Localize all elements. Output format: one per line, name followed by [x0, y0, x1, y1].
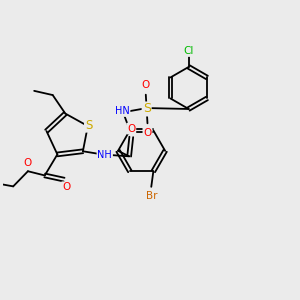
Text: S: S [85, 119, 92, 132]
Text: NH: NH [98, 150, 112, 160]
Text: O: O [62, 182, 70, 192]
Text: Br: Br [146, 191, 157, 201]
Text: S: S [142, 103, 151, 116]
Text: O: O [127, 124, 135, 134]
Text: O: O [23, 158, 31, 168]
Text: O: O [143, 128, 152, 137]
Text: HN: HN [115, 106, 130, 116]
Text: Cl: Cl [184, 46, 194, 56]
Text: O: O [142, 80, 150, 90]
